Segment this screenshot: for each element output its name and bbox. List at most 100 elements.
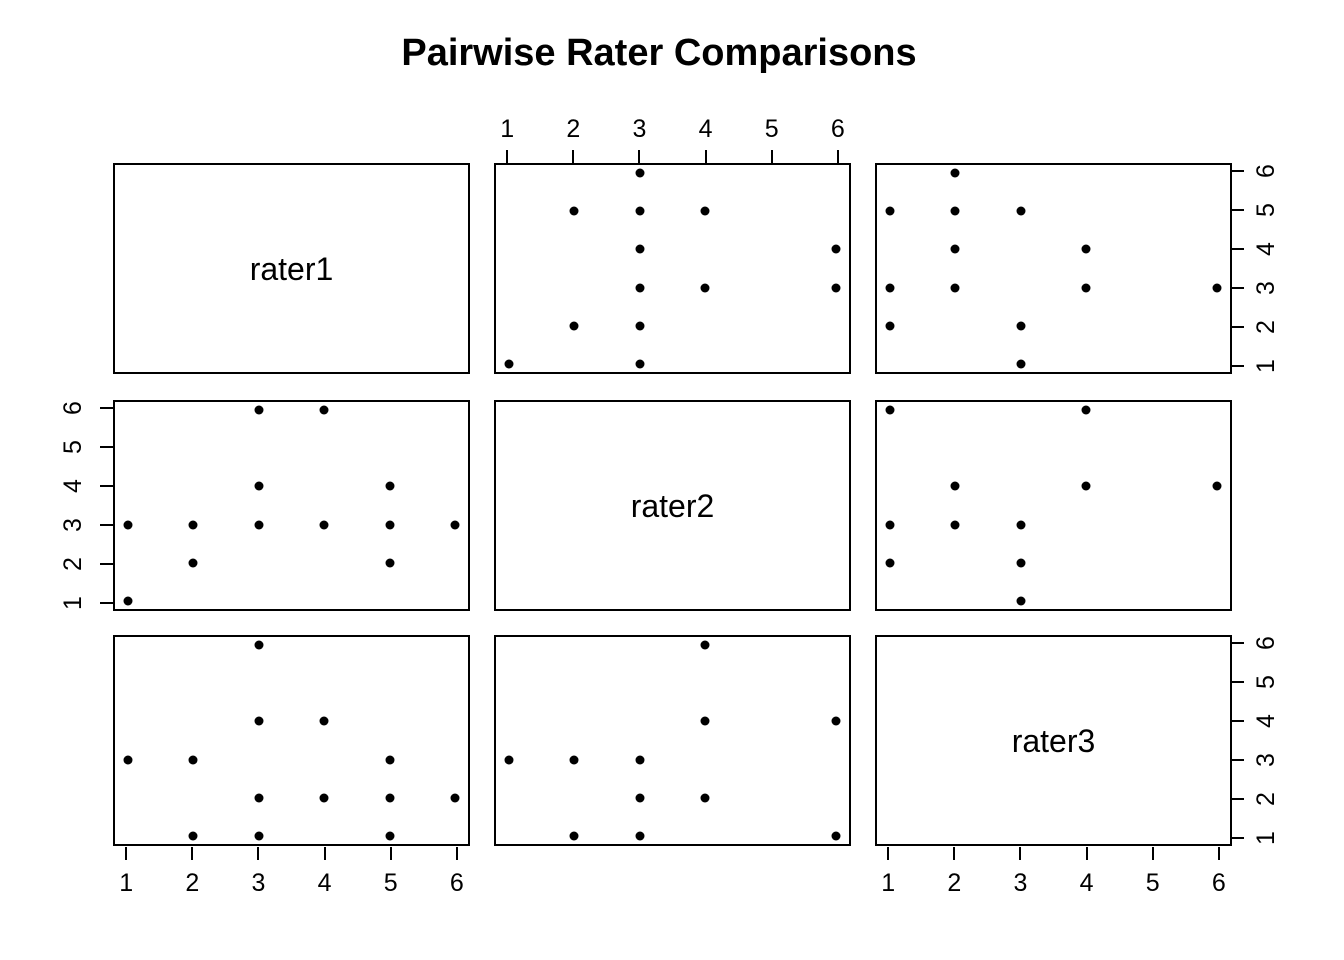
scatter-rater2-vs-rater3 [875,400,1232,611]
axis-tick-label: 4 [1252,714,1280,728]
data-point [635,755,645,765]
data-point [700,716,710,726]
axis-bottom-rater1: 1 2 3 4 5 6 [113,847,470,899]
axis-tick-label: 4 [317,869,332,897]
data-point [635,168,645,178]
panel-diagonal-rater2: rater2 [494,400,851,611]
axis-right-rater1: 1 2 3 4 5 6 [1231,163,1293,374]
data-point [1081,283,1091,293]
axis-tick-label: 2 [566,115,581,143]
scatter-rater3-vs-rater1 [113,635,470,846]
axis-tick [1231,719,1244,722]
axis-tick [1231,208,1244,211]
data-point [123,520,133,530]
data-point [385,793,395,803]
data-point [831,831,841,841]
data-point [1016,206,1026,216]
axis-tick-label: 3 [1252,753,1280,767]
data-point [635,283,645,293]
panel-diagonal-rater1: rater1 [113,163,470,374]
data-point [504,359,514,369]
axis-tick-label: 2 [1252,320,1280,335]
axis-tick-label: 5 [1252,202,1280,217]
axis-tick-label: 5 [1252,674,1280,689]
axis-tick [1231,759,1244,762]
data-point [700,283,710,293]
axis-tick [770,150,773,163]
chart-title: Pairwise Rater Comparisons [401,32,917,74]
data-point [504,755,514,765]
data-point [1016,321,1026,331]
data-point [950,283,960,293]
axis-tick [100,524,113,527]
axis-tick [100,484,113,487]
axis-tick [100,602,113,605]
scatter-rater3-vs-rater2 [494,635,851,846]
data-point [254,520,264,530]
data-point [1212,481,1222,491]
data-point [254,405,264,415]
data-point [950,481,960,491]
axis-tick [836,150,839,163]
scatter-rater2-vs-rater1 [113,400,470,611]
data-point [635,321,645,331]
axis-tick [638,150,641,163]
axis-tick-label: 3 [59,518,87,532]
axis-left-rater2: 1 2 3 4 5 6 [52,400,113,611]
data-point [319,716,329,726]
data-point [254,716,264,726]
data-point [635,793,645,803]
data-point [885,405,895,415]
data-point [831,283,841,293]
axis-tick-label: 2 [185,869,200,897]
axis-tick [1231,365,1244,368]
data-point [319,405,329,415]
axis-tick [704,150,707,163]
axis-tick [191,847,194,860]
axis-tick-label: 1 [881,869,896,897]
data-point [450,793,460,803]
axis-tick-label: 1 [119,869,134,897]
axis-tick-label: 5 [764,115,779,143]
data-point [635,831,645,841]
axis-tick [1231,798,1244,801]
data-point [700,793,710,803]
axis-tick-label: 3 [251,869,266,897]
data-point [1212,283,1222,293]
axis-tick-label: 1 [1252,359,1280,374]
data-point [700,206,710,216]
variable-label-rater3: rater3 [1011,722,1096,759]
axis-tick [1019,847,1022,860]
data-point [635,244,645,254]
axis-tick [1231,247,1244,250]
data-point [385,520,395,530]
data-point [885,558,895,568]
axis-tick-label: 1 [1252,831,1280,846]
axis-tick [1231,287,1244,290]
data-point [885,321,895,331]
axis-tick [100,563,113,566]
data-point [1016,596,1026,606]
data-point [450,520,460,530]
data-point [1081,244,1091,254]
data-point [950,520,960,530]
data-point [885,283,895,293]
axis-tick-label: 6 [1252,163,1280,178]
data-point [950,168,960,178]
axis-tick-label: 6 [449,869,464,897]
data-point [569,321,579,331]
data-point [188,558,198,568]
data-point [385,755,395,765]
axis-tick-label: 3 [632,115,647,143]
axis-tick [506,150,509,163]
data-point [1016,359,1026,369]
axis-tick-label: 6 [1252,635,1280,650]
data-point [635,206,645,216]
data-point [831,716,841,726]
data-point [700,640,710,650]
data-point [569,755,579,765]
axis-tick [1231,326,1244,329]
axis-right-rater3: 1 2 3 4 5 6 [1231,635,1293,846]
axis-tick-label: 3 [1252,281,1280,295]
